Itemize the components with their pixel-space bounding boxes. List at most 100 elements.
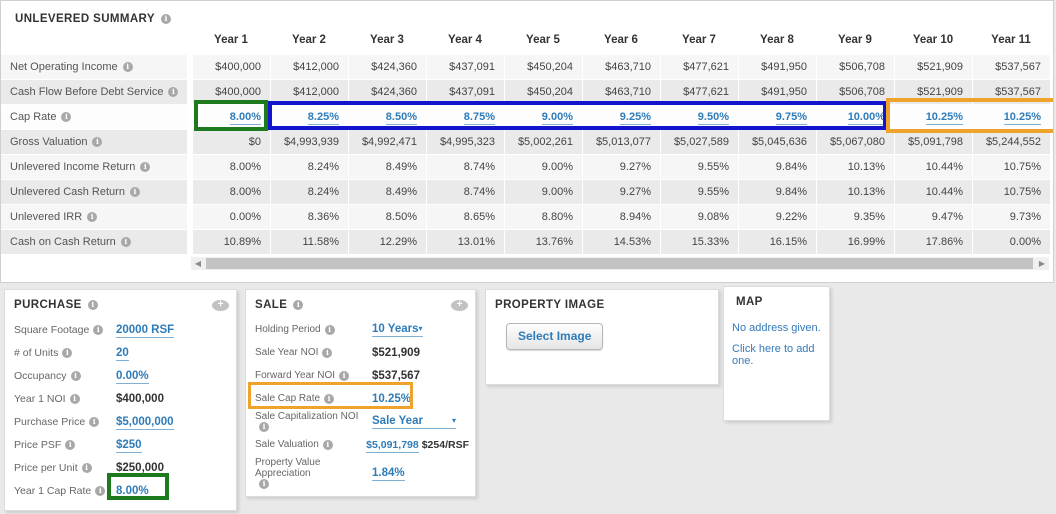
info-icon[interactable]: i (71, 371, 81, 381)
info-icon[interactable]: i (65, 440, 75, 450)
field-value[interactable]: $250 (116, 439, 142, 451)
field-value[interactable]: 20 (116, 347, 129, 359)
eye-plus-icon[interactable]: + (451, 300, 468, 311)
field-label-text: Sale Year NOI (255, 347, 318, 358)
field-label-text: Occupancy (14, 370, 67, 382)
field-value[interactable]: $5,091,798$254/RSF (366, 439, 469, 451)
info-icon[interactable]: i (88, 300, 98, 310)
info-icon[interactable]: i (140, 162, 150, 172)
summary-value-cell: 12.29% (348, 230, 426, 254)
info-icon[interactable]: i (323, 440, 333, 450)
field-value-link[interactable]: 1.84% (372, 467, 405, 481)
field-value[interactable]: 0.00% (116, 370, 149, 382)
info-icon[interactable]: i (259, 479, 269, 489)
column-header: Year 10 (894, 34, 972, 46)
row-label-text: Gross Valuation (10, 136, 87, 148)
map-add-address-link[interactable]: Click here to add one. (732, 343, 829, 367)
summary-table-rows: Net Operating Incomei$400,000$412,000$42… (1, 55, 1050, 255)
summary-value-cell: 9.27% (582, 155, 660, 179)
field-value-link[interactable]: 0.00% (116, 370, 149, 384)
info-icon[interactable]: i (62, 348, 72, 358)
field-value[interactable]: $5,000,000 (116, 416, 174, 428)
purchase-field-row: # of Unitsi20 (14, 341, 230, 364)
column-header: Year 6 (582, 34, 660, 46)
field-value-link[interactable]: 20 (116, 347, 129, 361)
info-icon[interactable]: i (89, 417, 99, 427)
info-icon[interactable]: i (293, 300, 303, 310)
field-value-link[interactable]: $5,091,798 (366, 439, 419, 453)
summary-row: Cash on Cash Returni10.89%11.58%12.29%13… (1, 230, 1050, 254)
summary-value-cell: 13.01% (426, 230, 504, 254)
field-label: Price PSF i (14, 439, 116, 451)
cap-rate-year1-highlight-green (194, 100, 268, 131)
property-image-card: PROPERTY IMAGE Select Image (485, 289, 719, 385)
summary-value-cell: 11.58% (270, 230, 348, 254)
scroll-right-icon[interactable]: ▶ (1035, 257, 1049, 270)
purchase-field-row: Square Footagei20000 RSF (14, 318, 230, 341)
scroll-left-icon[interactable]: ◀ (191, 257, 205, 270)
field-value[interactable]: Sale Year ▾ (372, 415, 456, 429)
purchase-card-header: PURCHASE i + (14, 299, 229, 311)
info-icon[interactable]: i (123, 62, 133, 72)
column-header: Year 3 (348, 34, 426, 46)
horizontal-scrollbar[interactable]: ◀ ▶ (191, 257, 1049, 270)
year1-cap-rate-highlight-green (107, 473, 169, 500)
row-label: Cash on Cash Returni (1, 230, 187, 254)
summary-value-cell: $412,000 (270, 55, 348, 79)
field-label-text: Price PSF (14, 439, 61, 451)
summary-row: Unlevered IRRi0.00%8.36%8.50%8.65%8.80%8… (1, 205, 1050, 229)
field-value[interactable]: 20000 RSF (116, 324, 174, 336)
field-value[interactable]: 10 Years ▾ (372, 323, 423, 337)
column-header: Year 5 (504, 34, 582, 46)
cap-rate-years2-9-highlight-blue (268, 101, 887, 130)
field-dropdown[interactable]: Sale Year ▾ (372, 415, 456, 429)
dropdown-selected-value[interactable]: Sale Year (372, 415, 452, 427)
purchase-field-row: Price PSF i $250 (14, 433, 230, 456)
summary-value-cell: 0.00% (972, 230, 1050, 254)
summary-value-cell: 9.08% (660, 205, 738, 229)
info-icon[interactable]: i (95, 486, 105, 496)
map-content: No address given. Click here to add one. (732, 322, 829, 376)
info-icon[interactable]: i (161, 14, 171, 24)
info-icon[interactable]: i (325, 325, 335, 335)
map-card: MAP No address given. Click here to add … (723, 286, 830, 421)
column-header: Year 2 (270, 34, 348, 46)
eye-plus-icon[interactable]: + (212, 300, 229, 311)
info-icon[interactable]: i (61, 112, 71, 122)
info-icon[interactable]: i (322, 348, 332, 358)
info-icon[interactable]: i (168, 87, 178, 97)
info-icon[interactable]: i (70, 394, 80, 404)
info-icon[interactable]: i (92, 137, 102, 147)
summary-value-cell: $491,950 (738, 55, 816, 79)
field-label: Year 1 NOIi (14, 393, 116, 405)
field-label-text: Forward Year NOI (255, 370, 335, 381)
scrollbar-thumb[interactable] (206, 258, 1033, 269)
summary-value-cell: 8.49% (348, 180, 426, 204)
info-icon[interactable]: i (87, 212, 97, 222)
app-page: UNLEVERED SUMMARY i Year 1Year 2Year 3Ye… (0, 0, 1056, 514)
field-label-text: Price per Unit (14, 462, 78, 474)
sale-field-row: Sale Valuationi$5,091,798$254/RSF (255, 433, 469, 456)
info-icon[interactable]: i (82, 463, 92, 473)
sale-card-header: SALE i + (255, 299, 468, 311)
field-value-suffix: $254/RSF (422, 439, 469, 451)
field-value-link[interactable]: 20000 RSF (116, 324, 174, 338)
sale-field-row: Holding Periodi10 Years ▾ (255, 318, 469, 341)
dropdown-selected-value[interactable]: 10 Years (372, 323, 418, 335)
field-dropdown[interactable]: 10 Years ▾ (372, 323, 423, 337)
select-image-button[interactable]: Select Image (506, 323, 603, 350)
info-icon[interactable]: i (259, 422, 269, 432)
panel-title: UNLEVERED SUMMARY (15, 13, 155, 25)
row-label: Cap Ratei (1, 105, 187, 129)
field-value-link[interactable]: $250 (116, 439, 142, 453)
field-value[interactable]: 1.84% (372, 467, 405, 479)
info-icon[interactable]: i (130, 187, 140, 197)
info-icon[interactable]: i (93, 325, 103, 335)
summary-value-cell: $5,067,080 (816, 130, 894, 154)
field-value-link[interactable]: $5,000,000 (116, 416, 174, 430)
summary-value-cell: $477,621 (660, 55, 738, 79)
info-icon[interactable]: i (339, 371, 349, 381)
row-label: Cash Flow Before Debt Servicei (1, 80, 187, 104)
info-icon[interactable]: i (121, 237, 131, 247)
row-label: Net Operating Incomei (1, 55, 187, 79)
